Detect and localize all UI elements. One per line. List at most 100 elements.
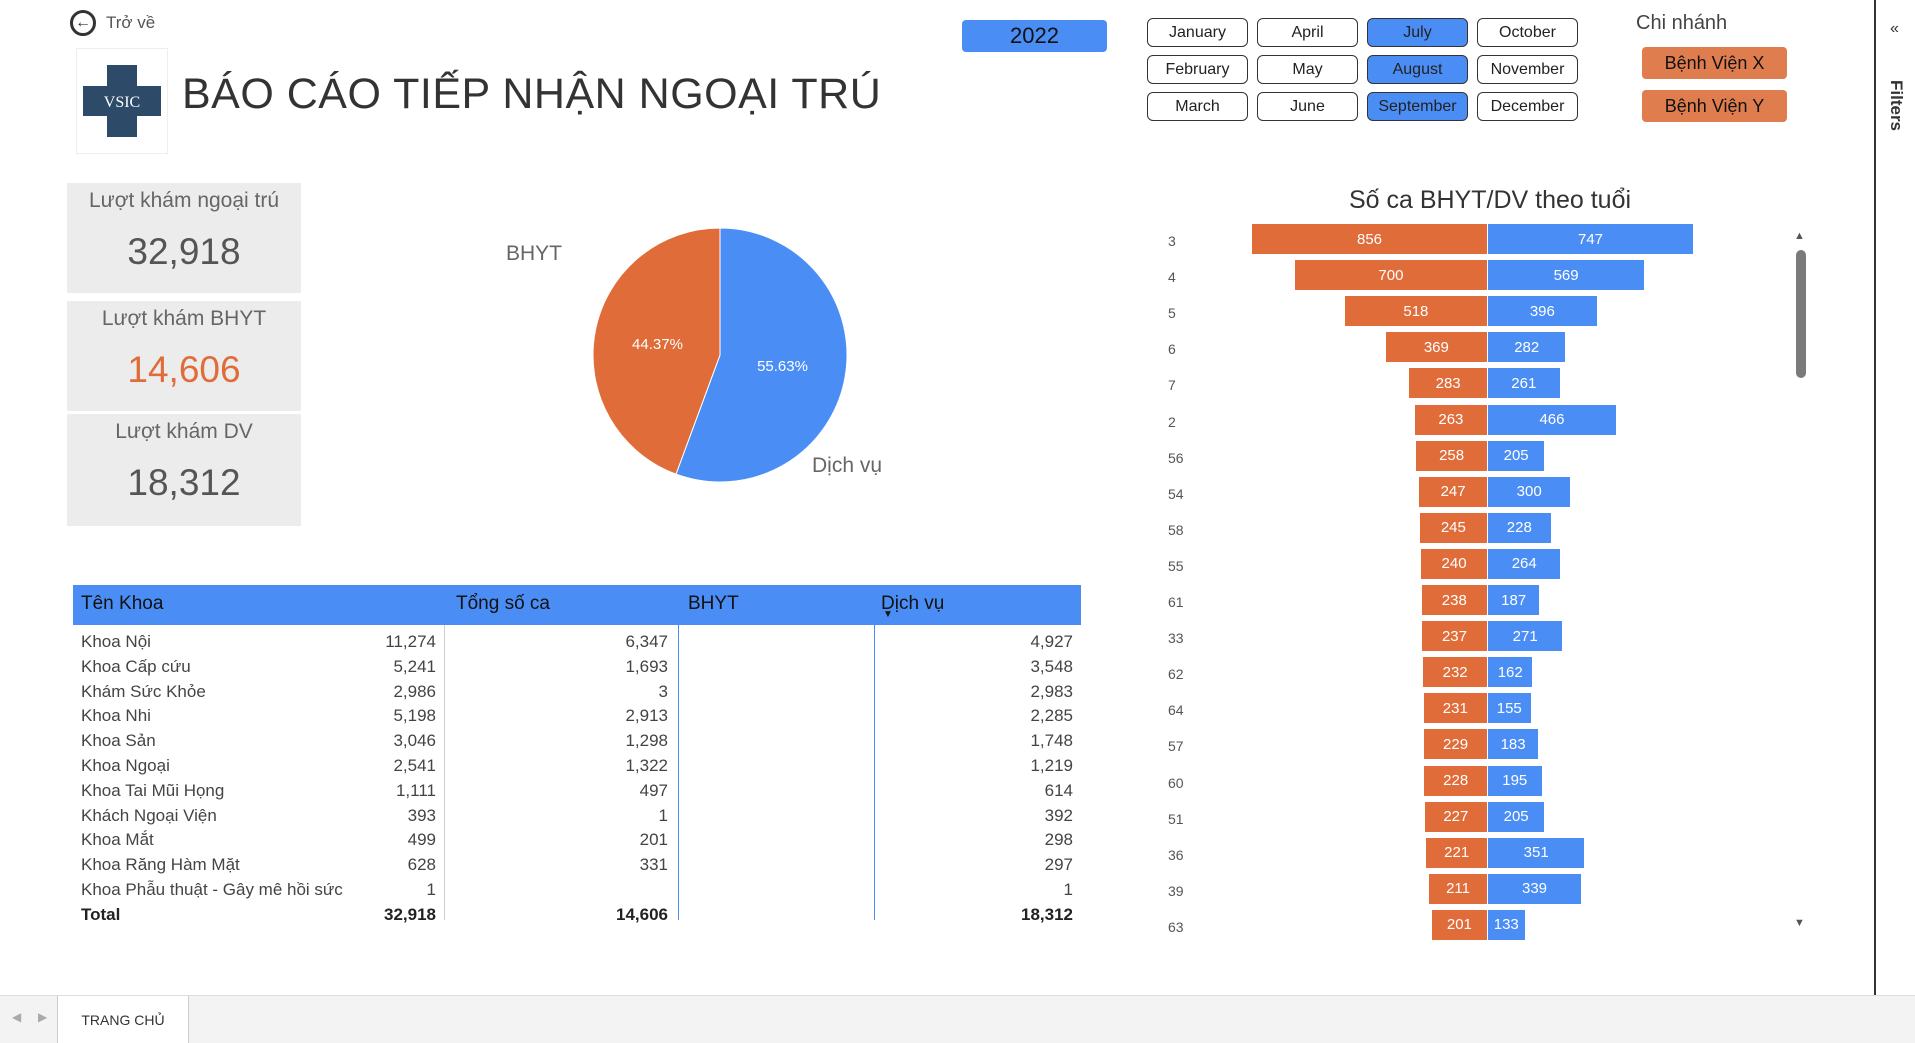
bar-bhyt[interactable]: 283 (1409, 368, 1487, 399)
table-cell: 3 (658, 681, 668, 701)
scrollbar-thumb[interactable] (1796, 250, 1806, 378)
bar-dv[interactable]: 187 (1488, 585, 1540, 615)
bar-bhyt[interactable]: 856 (1252, 224, 1487, 254)
bar-dv[interactable]: 339 (1488, 873, 1582, 904)
table-row[interactable]: Khám Sức Khỏe 2,986 3 2,983 (73, 680, 1081, 705)
month-button-january[interactable]: January (1147, 18, 1248, 47)
kpi-value: 32,918 (127, 231, 241, 272)
bar-dv[interactable]: 396 (1488, 296, 1597, 327)
bar-bhyt[interactable]: 227 (1424, 801, 1487, 832)
table-row[interactable]: Khoa Sản 3,046 1,298 1,748 (73, 729, 1081, 754)
bar-dv[interactable]: 351 (1488, 837, 1585, 868)
month-button-december[interactable]: December (1477, 92, 1578, 121)
year-button[interactable]: 2022 (962, 20, 1107, 52)
month-button-february[interactable]: February (1147, 55, 1248, 84)
bar-bhyt[interactable]: 518 (1344, 296, 1487, 327)
header-total[interactable]: Tổng số ca (456, 593, 550, 614)
bar-bhyt[interactable]: 237 (1421, 621, 1487, 652)
bar-bhyt[interactable]: 700 (1294, 260, 1487, 291)
month-slicer: January April July October February May August… (1147, 18, 1578, 121)
table-header: Tên Khoa Tổng số ca BHYT Dịch vụ ▼ (73, 585, 1081, 625)
bar-dv[interactable]: 183 (1488, 729, 1539, 760)
arrow-left-icon: ← (70, 10, 96, 36)
table-row[interactable]: Khoa Nhi 5,198 2,913 2,285 (73, 704, 1081, 729)
table-total-cell: 14,606 (616, 904, 668, 924)
bar-bhyt[interactable]: 240 (1421, 548, 1487, 579)
bar-dv[interactable]: 466 (1488, 404, 1616, 435)
bar-bhyt[interactable]: 238 (1421, 585, 1487, 615)
next-page-icon[interactable]: ▶ (38, 1010, 48, 1024)
branch-button-x[interactable]: Bệnh Viện X (1642, 47, 1787, 79)
pie-slice-bhyt[interactable] (592, 227, 721, 475)
bar-bhyt[interactable]: 211 (1429, 873, 1487, 904)
bar-dv[interactable]: 569 (1488, 260, 1645, 291)
month-button-april[interactable]: April (1257, 18, 1358, 47)
scroll-up-icon[interactable]: ▲ (1794, 230, 1805, 242)
table-cell: 2,986 (393, 681, 436, 701)
month-button-august[interactable]: August (1367, 55, 1468, 84)
table-row[interactable]: Khoa Nội 11,274 6,347 4,927 (73, 630, 1081, 655)
table-row[interactable]: Khoa Tai Mũi Họng 1,111 497 614 (73, 779, 1081, 804)
table-cell: 201 (639, 830, 668, 850)
table-row[interactable]: Khoa Cấp cứu 5,241 1,693 3,548 (73, 655, 1081, 680)
pie-slice-dv[interactable] (675, 227, 848, 483)
table-cell: 5,241 (393, 656, 436, 676)
bar-bhyt[interactable]: 221 (1426, 837, 1487, 868)
bar-dv[interactable]: 261 (1488, 368, 1560, 399)
logo-text: VSIC (104, 94, 140, 111)
bar-dv[interactable]: 300 (1488, 476, 1571, 507)
month-button-march[interactable]: March (1147, 92, 1248, 121)
bar-dv[interactable]: 133 (1488, 909, 1525, 940)
month-button-october[interactable]: October (1477, 18, 1578, 47)
table-cell: 1,693 (625, 656, 668, 676)
chevron-left-icon[interactable]: « (1890, 20, 1899, 37)
bar-bhyt[interactable]: 231 (1423, 693, 1487, 724)
prev-page-icon[interactable]: ◀ (12, 1010, 22, 1024)
bar-bhyt[interactable]: 247 (1419, 476, 1487, 507)
table-row[interactable]: Khoa Răng Hàm Mặt 628 331 297 (73, 853, 1081, 878)
bar-dv[interactable]: 282 (1488, 332, 1566, 363)
age-tick-label: 55 (1168, 557, 1184, 574)
bar-bhyt[interactable]: 232 (1423, 657, 1487, 688)
bar-dv[interactable]: 205 (1488, 801, 1545, 832)
month-button-may[interactable]: May (1257, 55, 1358, 84)
bar-bhyt[interactable]: 201 (1431, 909, 1487, 940)
month-button-june[interactable]: June (1257, 92, 1358, 121)
header-department[interactable]: Tên Khoa (81, 593, 164, 614)
back-button[interactable]: ← Trở về (70, 10, 155, 36)
month-button-september[interactable]: September (1367, 92, 1468, 121)
scroll-down-icon[interactable]: ▼ (1794, 917, 1805, 929)
bar-bhyt[interactable]: 258 (1416, 440, 1487, 471)
bar-dv[interactable]: 205 (1488, 440, 1545, 471)
table-row[interactable]: Khoa Phẫu thuật - Gây mê hồi sức 1 1 (73, 878, 1081, 903)
table-cell: 393 (407, 805, 436, 825)
bar-dv[interactable]: 155 (1488, 693, 1531, 724)
bar-bhyt[interactable]: 245 (1419, 512, 1487, 543)
bar-bhyt[interactable]: 229 (1424, 729, 1487, 760)
table-row[interactable]: Khoa Ngoại 2,541 1,322 1,219 (73, 754, 1081, 779)
bar-bhyt[interactable]: 228 (1424, 765, 1487, 796)
header-bhyt[interactable]: BHYT (688, 593, 739, 614)
bar-dv[interactable]: 264 (1488, 548, 1561, 579)
month-button-november[interactable]: November (1477, 55, 1578, 84)
bar-dv[interactable]: 271 (1488, 621, 1563, 652)
month-button-july[interactable]: July (1367, 18, 1468, 47)
table-cell: 2,913 (625, 706, 668, 726)
age-tick-label: 39 (1168, 882, 1184, 899)
header-dv[interactable]: Dịch vụ (881, 593, 945, 614)
bar-bhyt[interactable]: 369 (1385, 332, 1487, 363)
bar-dv[interactable]: 747 (1488, 224, 1694, 254)
filters-pane[interactable]: « Filters (1874, 0, 1915, 995)
bar-dv[interactable]: 228 (1488, 512, 1551, 543)
table-cell: Khoa Nhi (81, 706, 151, 726)
table-row[interactable]: Khách Ngoại Viện 393 1 392 (73, 804, 1081, 829)
branch-button-y[interactable]: Bệnh Viện Y (1642, 90, 1787, 122)
page-tab-trang-chu[interactable]: TRANG CHỦ (57, 996, 189, 1043)
table-row[interactable]: Khoa Mắt 499 201 298 (73, 828, 1081, 853)
pie-legend-dv: Dịch vụ (812, 454, 883, 477)
bar-bhyt[interactable]: 263 (1414, 404, 1487, 435)
bar-dv[interactable]: 162 (1488, 657, 1533, 688)
kpi-label: Lượt khám DV (115, 420, 253, 443)
table-cell: 499 (407, 830, 436, 850)
bar-dv[interactable]: 195 (1488, 765, 1542, 796)
